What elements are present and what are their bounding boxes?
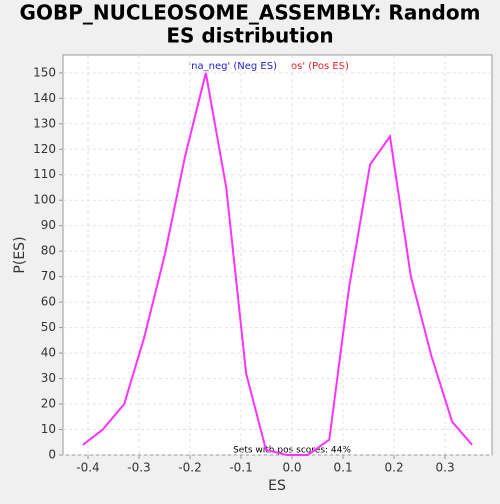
x-tick-label: 0.1 — [334, 461, 353, 475]
y-tick-label: 0 — [48, 448, 56, 462]
annotation: Sets with pos scores: 44% — [233, 446, 351, 456]
x-tick-label: -0.4 — [76, 461, 99, 475]
y-tick-label: 70 — [41, 269, 56, 283]
legend-neg: 'na_neg' (Neg ES) — [188, 61, 277, 72]
y-tick-label: 80 — [41, 244, 56, 258]
y-tick-label: 10 — [41, 422, 56, 436]
y-tick-label: 60 — [41, 295, 56, 309]
y-tick-label: 50 — [41, 320, 56, 334]
chart-title: ES distribution — [166, 24, 333, 48]
y-tick-label: 110 — [33, 167, 56, 181]
x-tick-label: -0.3 — [127, 461, 150, 475]
y-tick-label: 100 — [33, 193, 56, 207]
y-tick-label: 90 — [41, 218, 56, 232]
x-tick-label: 0.3 — [436, 461, 455, 475]
y-tick-label: 150 — [33, 65, 56, 79]
y-tick-label: 40 — [41, 346, 56, 360]
x-tick-label: 0.0 — [282, 461, 301, 475]
series-line — [82, 72, 473, 456]
y-tick-label: 130 — [33, 116, 56, 130]
legend-pos: os' (Pos ES) — [291, 61, 349, 72]
x-tick-label: -0.2 — [178, 461, 201, 475]
y-axis-label: P(ES) — [12, 236, 28, 273]
y-tick-label: 20 — [41, 397, 56, 411]
chart-title: GOBP_NUCLEOSOME_ASSEMBLY: Random — [20, 1, 481, 25]
x-tick-label: -0.1 — [229, 461, 252, 475]
x-tick-label: 0.2 — [385, 461, 404, 475]
y-tick-label: 140 — [33, 91, 56, 105]
y-tick-label: 120 — [33, 142, 56, 156]
y-tick-label: 30 — [41, 371, 56, 385]
x-axis-label: ES — [268, 478, 286, 494]
plot-area — [62, 54, 493, 456]
